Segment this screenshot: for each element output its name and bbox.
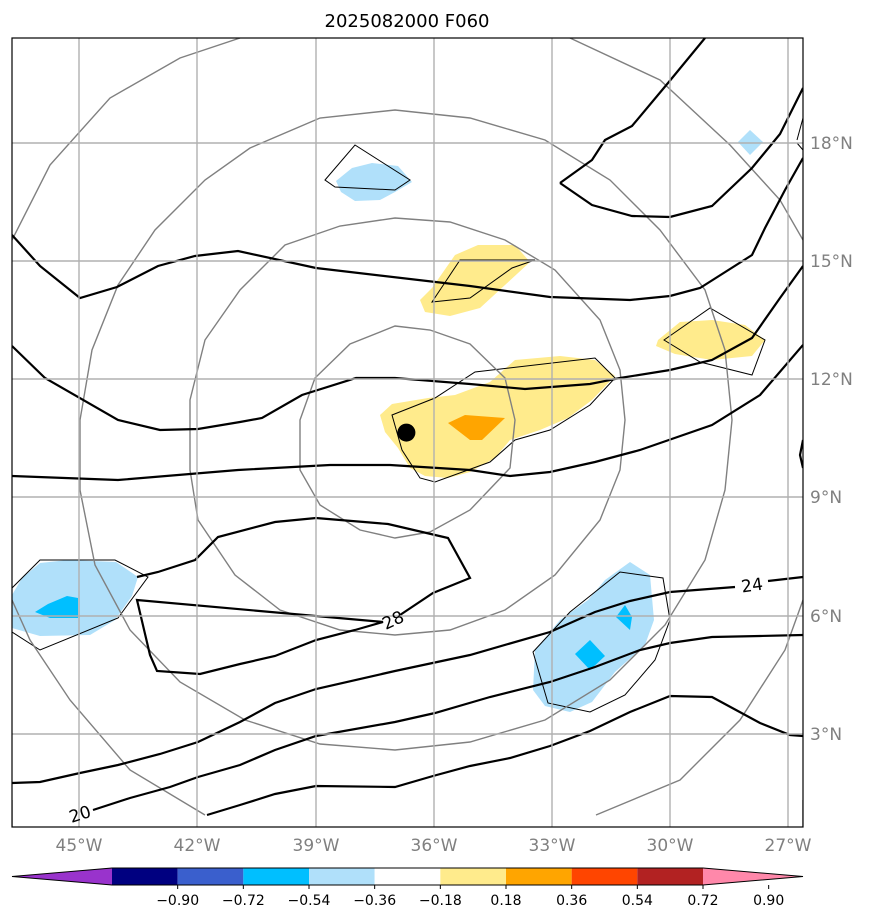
thick-contours	[12, 38, 803, 817]
colorbar-extend-low	[12, 868, 112, 885]
range-ring	[12, 38, 803, 816]
colorbar-segment	[571, 868, 638, 885]
storm-center-marker	[397, 423, 416, 442]
colorbar-segment	[637, 868, 703, 885]
colorbar-segment	[506, 868, 572, 885]
colorbar-tick-label: −0.18	[419, 893, 462, 909]
lat-tick-label: 9°N	[810, 488, 842, 508]
graticule	[12, 38, 803, 827]
thick-contour	[12, 575, 803, 785]
shading-negative	[12, 130, 763, 712]
colorbar-segment	[440, 868, 506, 885]
lat-axis: 18°N 15°N 12°N 9°N 6°N 3°N	[810, 134, 853, 745]
thin-contours	[12, 117, 803, 713]
thin-contour	[391, 357, 616, 483]
colorbar-outline	[11, 867, 804, 886]
thick-contour	[559, 38, 706, 184]
colorbar-tick-label: 0.54	[622, 893, 653, 909]
map-area: 20 24 28	[12, 38, 803, 828]
lightblue-region	[533, 562, 654, 712]
map-frame	[11, 37, 804, 828]
colorbar-tick-label: 0.18	[490, 893, 521, 909]
range-ring	[12, 800, 803, 827]
thin-contour	[324, 144, 411, 191]
thick-contour	[12, 265, 803, 432]
colorbar-segment	[177, 868, 244, 885]
yellow-region	[420, 245, 530, 316]
blue-region	[616, 605, 632, 630]
yellow-region	[656, 320, 765, 360]
colorbar-tick-label: −0.90	[156, 893, 199, 909]
contour-label-28: 28	[379, 607, 407, 634]
colorbar-tick-label: 0.36	[556, 893, 587, 909]
lon-tick-label: 36°W	[411, 836, 458, 856]
blue-region	[575, 640, 605, 670]
colorbar-tick-label: 0.72	[687, 893, 718, 909]
thick-contour	[12, 344, 803, 482]
colorbar-segment	[243, 868, 309, 885]
colorbar-tick-label: 0.90	[753, 893, 784, 909]
lightblue-region	[336, 163, 412, 201]
lon-tick-label: 45°W	[56, 836, 103, 856]
lat-tick-label: 6°N	[810, 607, 842, 627]
range-rings	[12, 38, 803, 827]
colorbar-tick-label: −0.72	[222, 893, 265, 909]
colorbar-segment	[309, 868, 375, 885]
contour-label-24: 24	[740, 575, 764, 598]
lat-tick-label: 15°N	[810, 252, 853, 272]
colorbar-tick-label: −0.54	[288, 893, 331, 909]
colorbar: −0.90 −0.72 −0.54 −0.36 −0.18 0.18 0.36 0.54 0.7…	[11, 867, 804, 909]
range-ring	[299, 325, 516, 539]
colorbar-extend-high	[703, 868, 803, 885]
thick-contour	[92, 633, 803, 812]
thick-contour	[559, 87, 803, 219]
colorbar-segment	[374, 868, 441, 885]
thick-contour	[135, 516, 472, 676]
thin-contour	[663, 307, 766, 376]
thick-contour	[206, 694, 803, 817]
range-ring	[189, 217, 626, 636]
lat-tick-label: 18°N	[810, 134, 853, 154]
lon-tick-label: 39°W	[293, 836, 340, 856]
orange-region	[448, 415, 505, 440]
colorbar-tick-label: −0.36	[353, 893, 396, 909]
thin-contour	[532, 571, 671, 713]
map-title: 2025082000 F060	[325, 11, 490, 32]
thick-contour	[12, 157, 803, 302]
thin-contour	[430, 259, 536, 303]
range-ring	[79, 109, 733, 751]
lon-axis: 45°W 42°W 39°W 36°W 33°W 30°W 27°W	[56, 836, 812, 856]
lat-tick-label: 3°N	[810, 725, 842, 745]
colorbar-segment	[112, 868, 178, 885]
contour-label-20: 20	[67, 802, 94, 828]
thin-contour	[796, 117, 803, 151]
lat-tick-label: 12°N	[810, 370, 853, 390]
blue-region	[35, 596, 78, 618]
lon-tick-label: 33°W	[529, 836, 576, 856]
lon-tick-label: 30°W	[647, 836, 694, 856]
lon-tick-label: 42°W	[174, 836, 221, 856]
thin-contour	[12, 559, 149, 651]
lon-tick-label: 27°W	[765, 836, 812, 856]
thick-contour	[798, 439, 803, 469]
yellow-region	[380, 356, 615, 478]
